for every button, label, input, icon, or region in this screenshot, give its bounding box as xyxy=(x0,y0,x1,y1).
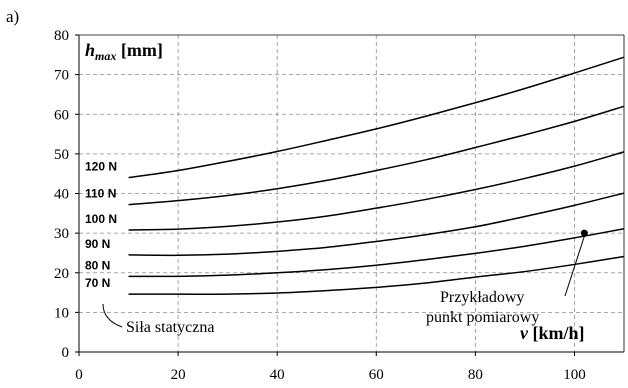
series-line-120-n xyxy=(128,56,625,179)
x-tick-label-0: 0 xyxy=(75,367,83,383)
measurement-point-marker xyxy=(580,229,588,237)
y-tick-label-60: 60 xyxy=(54,107,69,123)
y-tick-label-20: 20 xyxy=(54,266,69,282)
static-force-annotation: Siła statyczna xyxy=(126,319,214,336)
series-label-90-n: 90 N xyxy=(85,237,110,251)
x-axis-title: v [km/h] xyxy=(520,323,585,343)
y-tick-label-0: 0 xyxy=(62,345,70,361)
x-tick-labels: 0 20 40 60 80 100 xyxy=(75,367,585,383)
series-label-100-n: 100 N xyxy=(85,212,117,226)
y-axis-unit: [mm] xyxy=(116,40,162,60)
x-tick-label-100: 100 xyxy=(563,367,586,383)
x-tick-label-20: 20 xyxy=(171,367,186,383)
series-label-110-n: 110 N xyxy=(85,187,116,201)
series-line-80-n xyxy=(128,228,625,278)
y-tick-label-10: 10 xyxy=(54,305,69,321)
series-line-90-n xyxy=(128,192,625,257)
y-axis-title: hmax [mm] xyxy=(85,40,163,63)
series-label-70-n: 70 N xyxy=(85,276,110,290)
series-label-120-n: 120 N xyxy=(85,160,117,174)
x-tick-label-80: 80 xyxy=(468,367,483,383)
series-line-100-n xyxy=(128,151,625,231)
x-tick-label-60: 60 xyxy=(369,367,384,383)
series-labels: 70 N 80 N 90 N 100 N 110 N 120 N xyxy=(85,160,117,290)
y-tick-label-40: 40 xyxy=(54,187,69,203)
series-label-80-n: 80 N xyxy=(85,258,110,272)
panel-label: a) xyxy=(6,7,19,26)
y-tick-label-80: 80 xyxy=(54,28,69,44)
static-force-leader xyxy=(102,303,123,328)
y-tick-label-70: 70 xyxy=(54,68,69,84)
y-tick-label-30: 30 xyxy=(54,226,69,242)
y-tick-labels: 0 10 20 30 40 50 60 70 80 xyxy=(54,28,69,361)
x-axis-var: v xyxy=(520,323,529,343)
measurement-point-leader xyxy=(564,235,585,297)
series-lines xyxy=(128,56,625,295)
x-axis-unit: [km/h] xyxy=(528,323,585,343)
series-line-70-n xyxy=(128,255,625,295)
y-axis-var: h xyxy=(85,40,95,60)
x-tick-label-40: 40 xyxy=(270,367,285,383)
series-line-110-n xyxy=(128,105,625,206)
grid xyxy=(79,35,624,352)
example-point-label-1: Przykładowy xyxy=(440,289,524,306)
y-tick-label-50: 50 xyxy=(54,147,69,163)
example-point-label-2: punkt pomiarowy xyxy=(426,309,539,326)
y-axis-subscript: max xyxy=(95,49,116,63)
